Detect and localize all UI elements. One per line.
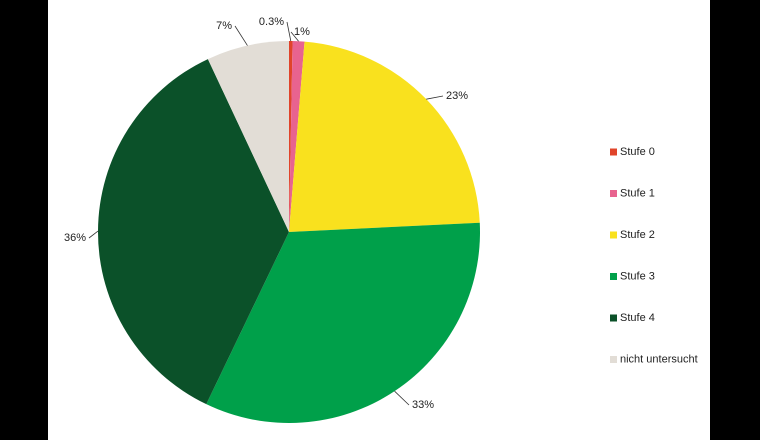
legend-swatch	[610, 231, 617, 239]
data-label: 33%	[412, 399, 434, 411]
legend-label: Stufe 0	[620, 146, 655, 158]
legend-label: Stufe 1	[620, 187, 655, 199]
legend-swatch	[610, 148, 617, 156]
pie-slice	[289, 41, 293, 232]
legend-label: Stufe 4	[620, 312, 655, 324]
pie-slice	[289, 41, 480, 232]
legend-label: Stufe 3	[620, 270, 655, 282]
leader-line	[394, 390, 410, 406]
legend-swatch	[610, 356, 617, 363]
pie-slice	[289, 41, 305, 233]
legend-swatch	[610, 273, 617, 280]
leader-line	[290, 31, 299, 42]
data-label: 23%	[446, 90, 468, 102]
leader-line	[426, 95, 444, 100]
pie-slice	[206, 222, 481, 424]
legend-swatch	[610, 314, 617, 322]
data-label: 36%	[64, 232, 86, 244]
legend-swatch	[610, 190, 617, 197]
legend-label: nicht untersucht	[620, 353, 698, 365]
data-label: 7%	[216, 20, 232, 32]
data-label: 1%	[294, 26, 310, 38]
leader-line	[234, 25, 248, 46]
pie-slice	[207, 41, 289, 232]
pie-slice	[97, 59, 289, 405]
leader-line	[286, 21, 292, 42]
legend-label: Stufe 2	[620, 229, 655, 241]
leader-line	[88, 230, 99, 239]
data-label: 0.3%	[259, 16, 284, 28]
